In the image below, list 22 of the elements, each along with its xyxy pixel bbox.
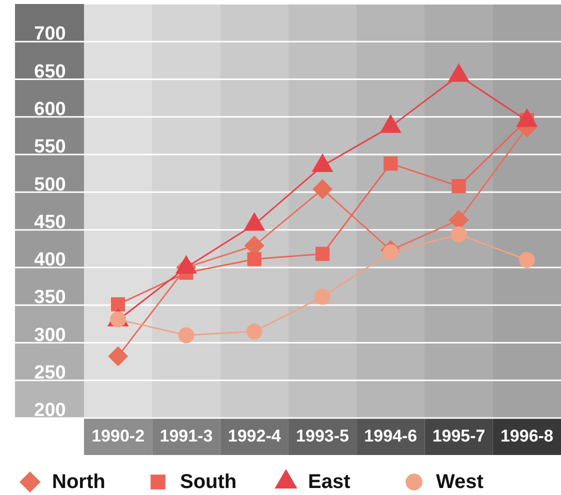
x-tick-label: 1993-5 <box>296 426 349 446</box>
y-tick-label: 400 <box>34 250 66 271</box>
x-tick-label: 1992-4 <box>228 426 282 446</box>
y-tick-label: 250 <box>34 362 66 384</box>
legend-label: North <box>52 471 106 493</box>
legend-label: West <box>436 471 484 493</box>
x-tick-label: 1996-8 <box>500 426 554 446</box>
y-tick-label: 300 <box>34 324 66 346</box>
x-tick-label: 1995-7 <box>432 426 486 446</box>
y-tick-label: 650 <box>34 61 66 82</box>
x-tick-label: 1991-3 <box>160 426 213 446</box>
y-tick-label: 200 <box>34 400 66 422</box>
y-tick-label: 600 <box>34 99 66 120</box>
y-tick-label: 500 <box>34 174 66 196</box>
y-tick-label: 700 <box>34 24 66 45</box>
y-tick-label: 350 <box>34 287 66 308</box>
y-tick-label: 450 <box>34 212 66 233</box>
x-tick-label: 1994-6 <box>364 426 418 446</box>
legend-label: South <box>180 471 237 493</box>
y-tick-label: 550 <box>34 136 66 158</box>
legend-label: East <box>308 471 351 493</box>
x-tick-label: 1990-2 <box>92 426 145 446</box>
